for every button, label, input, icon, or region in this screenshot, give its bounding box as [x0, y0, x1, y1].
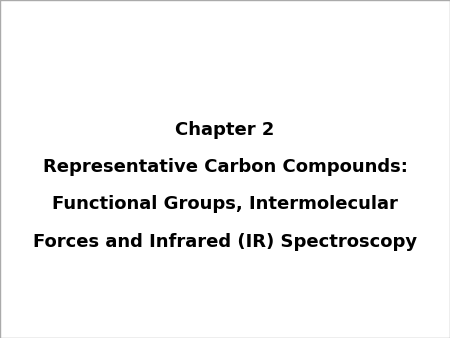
Text: Functional Groups, Intermolecular: Functional Groups, Intermolecular [52, 195, 398, 214]
Text: Representative Carbon Compounds:: Representative Carbon Compounds: [43, 158, 407, 176]
Text: Chapter 2: Chapter 2 [176, 121, 274, 139]
Text: Forces and Infrared (IR) Spectroscopy: Forces and Infrared (IR) Spectroscopy [33, 233, 417, 251]
